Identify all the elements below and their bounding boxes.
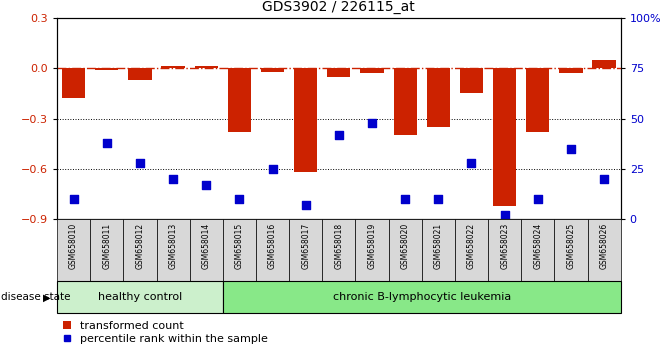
- Text: GSM658010: GSM658010: [69, 223, 78, 269]
- Point: [433, 196, 444, 202]
- Bar: [493, 68, 516, 206]
- Bar: [526, 68, 550, 132]
- Bar: [427, 68, 450, 127]
- Bar: [560, 68, 582, 73]
- Bar: [57, 281, 223, 313]
- Bar: [588, 219, 621, 281]
- Text: GSM658017: GSM658017: [301, 223, 310, 269]
- Text: GSM658022: GSM658022: [467, 223, 476, 269]
- Point: [201, 182, 211, 188]
- Text: disease state: disease state: [1, 292, 71, 302]
- Bar: [488, 219, 521, 281]
- Text: GSM658024: GSM658024: [533, 223, 542, 269]
- Point: [68, 196, 79, 202]
- Bar: [190, 219, 223, 281]
- Bar: [394, 68, 417, 135]
- Bar: [223, 281, 621, 313]
- Text: GSM658011: GSM658011: [102, 223, 111, 269]
- Bar: [422, 219, 455, 281]
- Bar: [195, 67, 218, 68]
- Point: [400, 196, 411, 202]
- Point: [101, 140, 112, 145]
- Bar: [62, 68, 85, 98]
- Point: [566, 146, 576, 152]
- Point: [532, 196, 543, 202]
- Bar: [256, 219, 289, 281]
- Bar: [261, 68, 284, 72]
- Bar: [162, 67, 185, 68]
- Text: GSM658013: GSM658013: [168, 223, 178, 269]
- Text: GSM658020: GSM658020: [401, 223, 410, 269]
- Text: GSM658023: GSM658023: [500, 223, 509, 269]
- Point: [301, 202, 311, 208]
- Bar: [123, 219, 156, 281]
- Point: [234, 196, 245, 202]
- Bar: [57, 219, 90, 281]
- Bar: [95, 68, 118, 70]
- Point: [168, 176, 178, 182]
- Bar: [327, 68, 350, 76]
- Bar: [90, 219, 123, 281]
- Point: [267, 166, 278, 172]
- Text: GSM658014: GSM658014: [202, 223, 211, 269]
- Bar: [289, 219, 322, 281]
- Text: GSM658021: GSM658021: [434, 223, 443, 269]
- Bar: [460, 68, 483, 93]
- Point: [499, 213, 510, 218]
- Point: [466, 160, 477, 166]
- Bar: [455, 219, 488, 281]
- Bar: [521, 219, 554, 281]
- Text: GSM658025: GSM658025: [566, 223, 576, 269]
- Text: GSM658026: GSM658026: [600, 223, 609, 269]
- Point: [599, 176, 609, 182]
- Bar: [156, 219, 190, 281]
- Text: GSM658018: GSM658018: [334, 223, 344, 269]
- Point: [333, 132, 344, 138]
- Bar: [360, 68, 384, 73]
- Bar: [389, 219, 422, 281]
- Title: GDS3902 / 226115_at: GDS3902 / 226115_at: [262, 0, 415, 14]
- Text: GSM658016: GSM658016: [268, 223, 277, 269]
- Text: GSM658015: GSM658015: [235, 223, 244, 269]
- Text: GSM658012: GSM658012: [136, 223, 144, 269]
- Bar: [227, 68, 251, 132]
- Bar: [554, 219, 588, 281]
- Text: ▶: ▶: [43, 292, 50, 302]
- Bar: [322, 219, 356, 281]
- Text: GSM658019: GSM658019: [368, 223, 376, 269]
- Point: [135, 160, 146, 166]
- Text: healthy control: healthy control: [98, 292, 182, 302]
- Point: [366, 120, 377, 125]
- Bar: [592, 60, 616, 68]
- Legend: transformed count, percentile rank within the sample: transformed count, percentile rank withi…: [62, 321, 268, 344]
- Bar: [356, 219, 389, 281]
- Text: chronic B-lymphocytic leukemia: chronic B-lymphocytic leukemia: [333, 292, 511, 302]
- Bar: [223, 219, 256, 281]
- Bar: [128, 68, 152, 80]
- Bar: [294, 68, 317, 172]
